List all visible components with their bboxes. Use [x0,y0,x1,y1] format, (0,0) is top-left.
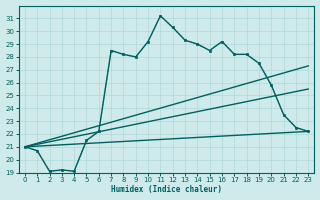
X-axis label: Humidex (Indice chaleur): Humidex (Indice chaleur) [111,185,222,194]
